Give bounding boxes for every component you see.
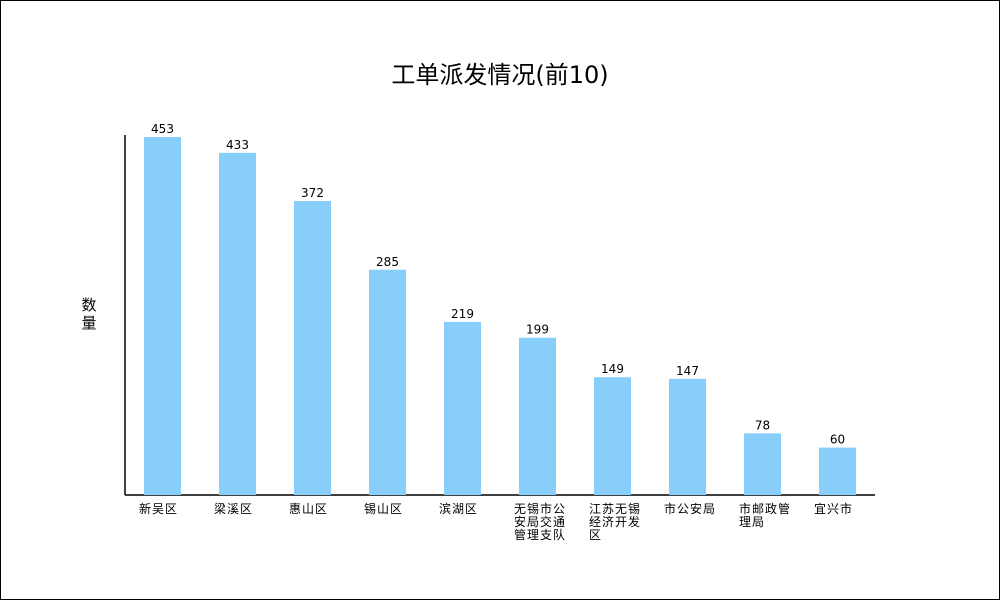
value-label-0: 453	[151, 122, 174, 136]
bar-4	[444, 321, 481, 495]
value-label-4: 219	[451, 307, 474, 321]
chart-title: 工单派发情况(前10)	[391, 61, 609, 89]
value-label-1: 433	[226, 138, 249, 152]
x-tick-label-9: 宜兴市	[814, 501, 853, 516]
bar-1	[219, 152, 256, 496]
x-tick-label-1: 梁溪区	[214, 501, 253, 516]
value-label-5: 199	[526, 323, 549, 337]
x-tick-label-4: 滨湖区	[439, 501, 478, 516]
bar-7	[669, 378, 706, 495]
bar-8	[744, 433, 781, 495]
y-axis-label: 数量	[81, 296, 97, 332]
bar-2	[294, 201, 331, 495]
value-label-8: 78	[755, 418, 770, 432]
value-label-3: 285	[376, 255, 399, 269]
bar-0	[144, 137, 181, 495]
bar-6	[594, 377, 631, 495]
x-tick-label-3: 锡山区	[364, 501, 403, 516]
x-tick-label-2: 惠山区	[289, 502, 328, 516]
value-label-2: 372	[301, 186, 324, 200]
x-tick-label-0: 新吴区	[139, 501, 178, 516]
bar-9	[819, 447, 856, 495]
value-label-7: 147	[676, 364, 699, 378]
value-label-6: 149	[601, 362, 624, 376]
bar-5	[519, 337, 556, 495]
x-tick-label-5: 无锡市公安局交通管理支队	[514, 501, 566, 542]
value-label-9: 60	[830, 433, 845, 447]
x-tick-label-8: 市邮政管理局	[739, 501, 791, 529]
x-tick-label-7: 市公安局	[664, 501, 716, 516]
x-tick-label-6: 江苏无锡经济开发区	[589, 501, 641, 542]
bar-3	[369, 269, 406, 495]
